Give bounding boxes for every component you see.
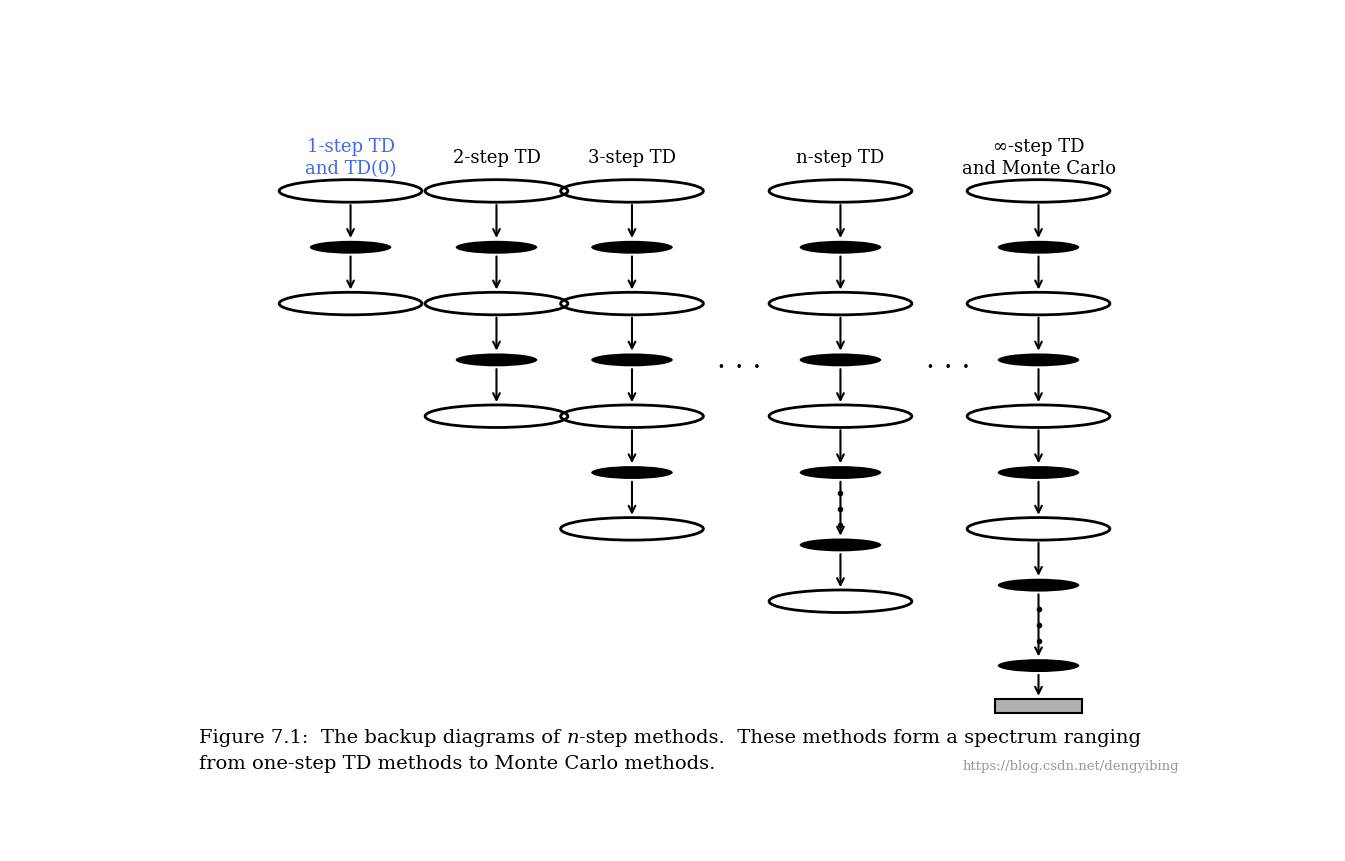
Bar — [995, 699, 1081, 713]
Text: Figure 7.1:  The backup diagrams of: Figure 7.1: The backup diagrams of — [199, 728, 566, 746]
Text: ∞-step TD: ∞-step TD — [993, 138, 1084, 155]
Text: 1-step TD: 1-step TD — [307, 138, 394, 155]
Text: 2-step TD: 2-step TD — [452, 148, 541, 166]
Text: -step methods.  These methods form a spectrum ranging: -step methods. These methods form a spec… — [580, 728, 1142, 746]
Ellipse shape — [800, 242, 881, 254]
Ellipse shape — [800, 539, 881, 552]
Text: https://blog.csdn.net/dengyibing: https://blog.csdn.net/dengyibing — [963, 759, 1180, 772]
Ellipse shape — [456, 242, 537, 254]
Ellipse shape — [800, 354, 881, 367]
Text: 3-step TD: 3-step TD — [588, 148, 677, 166]
Ellipse shape — [998, 242, 1079, 254]
Ellipse shape — [592, 242, 672, 254]
Ellipse shape — [998, 660, 1079, 672]
Ellipse shape — [592, 354, 672, 367]
Ellipse shape — [309, 242, 391, 254]
Text: n-step TD: n-step TD — [796, 148, 885, 166]
Text: from one-step TD methods to Monte Carlo methods.: from one-step TD methods to Monte Carlo … — [199, 754, 716, 772]
Text: n: n — [566, 728, 580, 746]
Ellipse shape — [456, 354, 537, 367]
Ellipse shape — [998, 579, 1079, 592]
Text: and Monte Carlo: and Monte Carlo — [962, 159, 1115, 177]
Ellipse shape — [800, 467, 881, 480]
Text: and TD(0): and TD(0) — [305, 159, 397, 177]
Ellipse shape — [592, 467, 672, 480]
Text: . . .: . . . — [717, 347, 761, 374]
Text: . . .: . . . — [925, 347, 970, 374]
Ellipse shape — [998, 467, 1079, 480]
Ellipse shape — [998, 354, 1079, 367]
